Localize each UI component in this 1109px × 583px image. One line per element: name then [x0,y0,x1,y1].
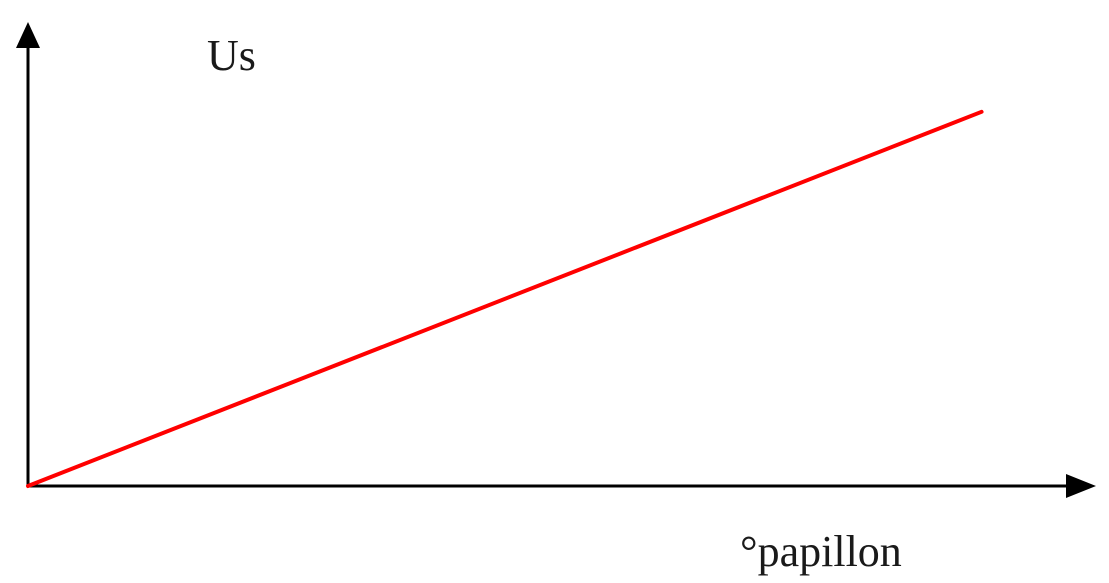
series-line-0 [26,109,984,488]
y-axis-label: Us [207,31,256,80]
x-axis-arrow-icon [1066,474,1096,498]
x-axis-label: °papillon [740,527,902,576]
series-layer [26,109,984,488]
y-axis-arrow-icon [16,22,40,48]
